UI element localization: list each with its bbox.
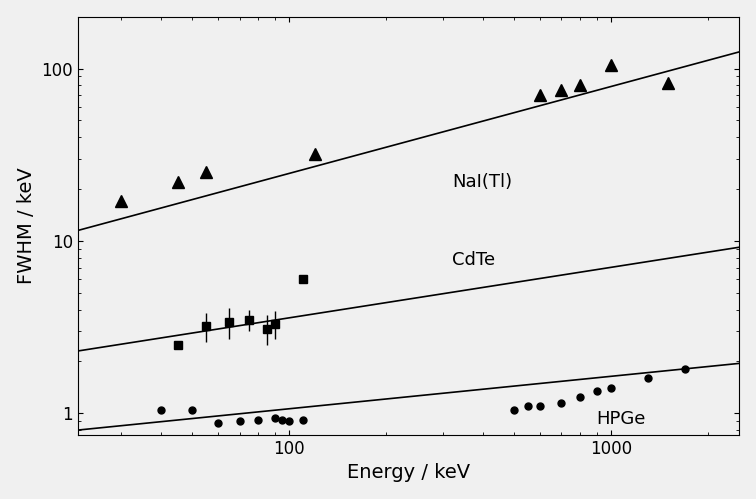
Y-axis label: FWHM / keV: FWHM / keV: [17, 168, 36, 284]
Text: NaI(Tl): NaI(Tl): [452, 173, 512, 191]
Text: HPGe: HPGe: [596, 410, 646, 428]
X-axis label: Energy / keV: Energy / keV: [347, 464, 470, 483]
Text: CdTe: CdTe: [452, 250, 495, 268]
